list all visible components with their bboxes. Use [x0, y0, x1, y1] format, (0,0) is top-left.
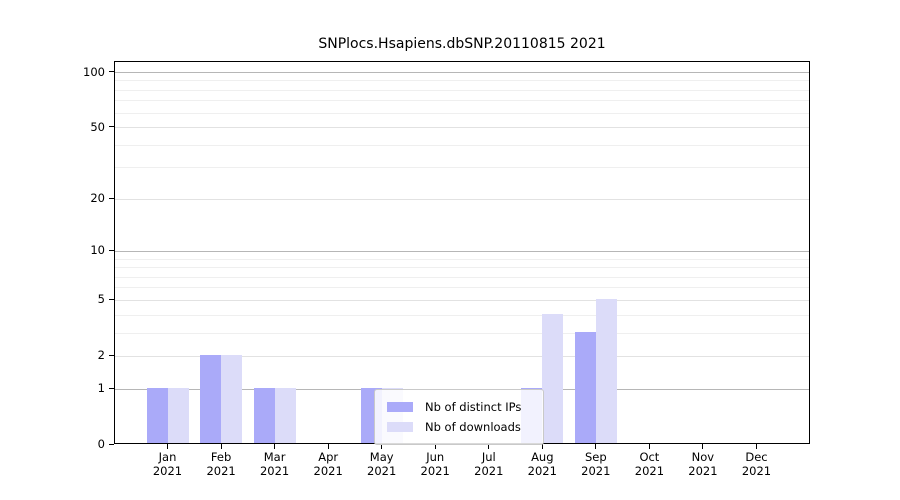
grid-line	[115, 112, 809, 114]
legend-label-downloads: Nb of downloads	[425, 420, 521, 434]
x-axis-tick-mark	[595, 444, 597, 449]
bar-distinct-ips	[253, 388, 275, 443]
grid-line	[115, 198, 809, 200]
y-axis-tick-label: 100	[83, 64, 105, 79]
y-axis-tick-mark	[109, 249, 114, 251]
x-axis-tick-label: Oct 2021	[634, 450, 665, 478]
x-axis-tick-label: Jan 2021	[152, 450, 183, 478]
x-axis-tick-mark	[702, 444, 704, 449]
x-axis-tick-label: Dec 2021	[741, 450, 772, 478]
x-axis-tick-mark	[648, 444, 650, 449]
x-axis-tick-label: Apr 2021	[313, 450, 343, 478]
x-axis-tick-label: Nov 2021	[688, 450, 718, 478]
x-axis-tick-label: Sep 2021	[581, 450, 611, 478]
x-axis-tick-mark	[541, 444, 543, 449]
legend: Nb of distinct IPs Nb of downloads	[374, 389, 544, 445]
y-axis-tick-label: 0	[97, 437, 105, 451]
grid-line	[115, 80, 809, 82]
x-axis-tick-mark	[756, 444, 757, 449]
grid-line	[115, 72, 809, 73]
legend-swatch-distinct-ips	[387, 402, 413, 412]
legend-label-distinct-ips: Nb of distinct IPs	[425, 400, 522, 414]
plot-area: Nb of distinct IPs Nb of downloads	[114, 61, 810, 445]
grid-line	[115, 250, 809, 252]
x-axis-tick-label: May 2021	[367, 450, 397, 478]
grid-line	[115, 287, 809, 289]
y-axis-tick-label: 1	[97, 381, 105, 396]
x-axis-tick-mark	[327, 444, 329, 449]
bar-downloads	[542, 314, 564, 443]
chart-title: SNPlocs.Hsapiens.dbSNP.20110815 2021	[318, 36, 606, 52]
x-axis-tick-mark	[220, 444, 222, 449]
x-axis-tick-mark	[274, 444, 276, 449]
y-axis-tick-label: 5	[97, 292, 105, 307]
y-axis-tick-mark	[109, 71, 114, 72]
bar-distinct-ips	[200, 355, 222, 443]
legend-row-distinct-ips: Nb of distinct IPs	[387, 397, 543, 417]
grid-line	[115, 89, 809, 91]
x-axis-tick-mark	[488, 444, 490, 449]
grid-line	[115, 276, 809, 278]
y-axis-tick-label: 10	[90, 243, 105, 258]
y-axis-tick-mark	[109, 126, 114, 128]
bar-distinct-ips	[146, 388, 168, 443]
grid-line	[115, 355, 809, 357]
y-axis-tick-label: 50	[90, 119, 105, 134]
y-axis-tick-mark	[109, 354, 114, 356]
y-axis-tick-mark	[109, 387, 114, 389]
y-axis-tick-label: 20	[90, 191, 105, 206]
y-axis-tick-label: 2	[97, 348, 105, 363]
bar-distinct-ips	[574, 332, 596, 443]
grid-line	[115, 167, 809, 169]
x-axis-tick-label: Aug 2021	[527, 450, 557, 478]
y-axis-tick-mark	[109, 298, 114, 300]
x-axis-tick-label: Mar 2021	[259, 450, 290, 478]
grid-line	[115, 332, 809, 334]
bar-downloads	[167, 388, 189, 443]
y-axis-tick-mark	[109, 197, 114, 199]
x-axis-tick-mark	[381, 444, 383, 449]
grid-line	[115, 314, 809, 316]
grid-line	[115, 299, 809, 301]
x-axis-tick-mark	[434, 444, 436, 449]
bar-downloads	[221, 355, 243, 443]
bar-downloads	[595, 299, 617, 443]
x-axis-tick-mark	[167, 444, 168, 449]
x-axis-tick-label: Jun 2021	[420, 450, 450, 478]
grid-line	[115, 144, 809, 146]
grid-line	[115, 100, 809, 102]
grid-line	[115, 267, 809, 269]
x-axis-tick-label: Jul 2021	[474, 450, 504, 478]
legend-row-downloads: Nb of downloads	[387, 417, 543, 437]
x-axis-tick-label: Feb 2021	[206, 450, 236, 478]
y-axis-tick-mark	[109, 443, 114, 445]
grid-line	[115, 127, 809, 129]
legend-swatch-downloads	[387, 422, 413, 432]
grid-line	[115, 258, 809, 260]
bar-downloads	[274, 388, 296, 443]
